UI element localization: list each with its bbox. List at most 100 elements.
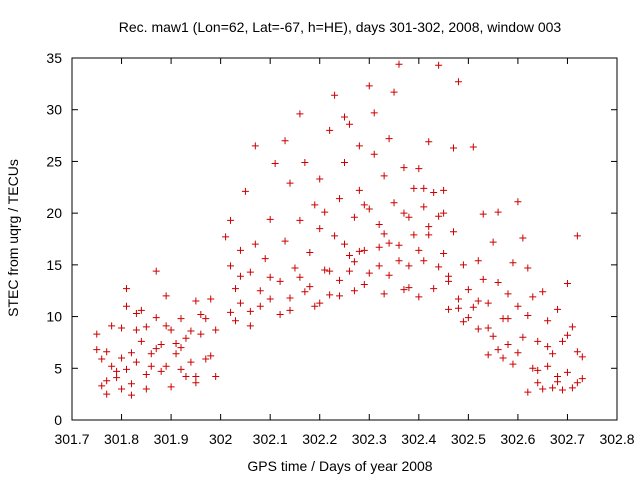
data-point [147, 362, 155, 370]
data-point [132, 358, 140, 366]
y-axis-label: STEC from uqrg / TECUs [5, 159, 21, 317]
data-point [222, 233, 230, 241]
y-tick-label: 30 [46, 102, 62, 118]
data-point [311, 302, 319, 310]
data-point [118, 385, 126, 393]
data-point [549, 350, 557, 358]
data-point [167, 326, 175, 334]
data-point [246, 322, 254, 330]
data-point [132, 326, 140, 334]
data-point [326, 267, 334, 275]
data-point [212, 373, 220, 381]
data-point [241, 187, 249, 195]
data-point [296, 110, 304, 118]
data-point [454, 304, 462, 312]
data-point [266, 215, 274, 223]
data-point [420, 257, 428, 265]
data-point [360, 201, 368, 209]
data-point [202, 315, 210, 323]
data-point [489, 332, 497, 340]
data-point [251, 240, 259, 248]
data-point [177, 365, 185, 373]
data-point [113, 374, 121, 382]
data-point [395, 60, 403, 68]
data-point [286, 179, 294, 187]
data-point [132, 309, 140, 317]
data-point [415, 293, 423, 301]
data-point [236, 272, 244, 280]
data-point [360, 281, 368, 289]
data-point [331, 91, 339, 99]
data-point [93, 330, 101, 338]
data-point [118, 324, 126, 332]
data-point [380, 230, 388, 238]
data-point [152, 314, 160, 322]
data-point [162, 292, 170, 300]
data-point [459, 261, 467, 269]
x-tick-label: 302.7 [550, 431, 585, 447]
y-tick-label: 15 [46, 257, 62, 273]
data-point [370, 150, 378, 158]
data-point [445, 305, 453, 313]
data-point [172, 350, 180, 358]
data-point [385, 239, 393, 247]
data-point [534, 366, 542, 374]
data-point [256, 287, 264, 295]
x-tick-label: 302.5 [451, 431, 486, 447]
data-point [296, 273, 304, 281]
data-point [197, 311, 205, 319]
data-point [142, 370, 150, 378]
data-point [306, 283, 314, 291]
data-point [380, 290, 388, 298]
data-point [568, 323, 576, 331]
data-point [355, 247, 363, 255]
data-point [341, 158, 348, 166]
data-point [152, 345, 160, 353]
data-point [563, 279, 571, 287]
data-point [123, 285, 130, 293]
data-point [524, 312, 532, 320]
data-point [400, 164, 408, 172]
data-point [227, 308, 235, 316]
data-point [227, 216, 235, 224]
data-point [484, 299, 492, 307]
data-point [286, 306, 294, 314]
data-point [559, 337, 566, 345]
data-point [454, 78, 462, 86]
data-point [514, 349, 522, 357]
data-point [157, 367, 165, 375]
data-point [405, 284, 413, 292]
data-point [162, 322, 170, 330]
data-point [390, 88, 398, 96]
chart-title: Rec. maw1 (Lon=62, Lat=-67, h=HE), days … [119, 19, 562, 35]
data-point [544, 362, 552, 370]
data-point [232, 317, 239, 325]
data-point [529, 293, 537, 301]
data-point [236, 246, 244, 254]
data-point [370, 109, 378, 117]
data-point [445, 277, 453, 285]
data-point [385, 271, 393, 279]
x-tick-label: 302.4 [401, 431, 436, 447]
x-tick-label: 301.9 [154, 431, 189, 447]
data-point [118, 354, 126, 362]
data-point [534, 379, 542, 387]
data-point [529, 364, 537, 372]
data-point [390, 199, 398, 207]
data-point [212, 326, 220, 334]
data-point [98, 355, 106, 363]
data-point [108, 362, 116, 370]
data-point [504, 290, 512, 298]
x-axis-ticks: 301.7 301.8 301.9 302 302.1 302.2 302.3 302.4 30… [54, 58, 635, 447]
data-point [142, 323, 150, 331]
data-point [197, 330, 205, 338]
data-point [410, 231, 418, 239]
data-point [539, 385, 547, 393]
data-point [435, 263, 443, 271]
data-point [306, 248, 314, 256]
y-axis-ticks: 0 5 10 15 20 25 30 35 [46, 50, 617, 428]
y-tick-label: 5 [54, 360, 62, 376]
data-point [578, 375, 586, 383]
data-point [246, 307, 254, 315]
data-point [281, 237, 289, 245]
